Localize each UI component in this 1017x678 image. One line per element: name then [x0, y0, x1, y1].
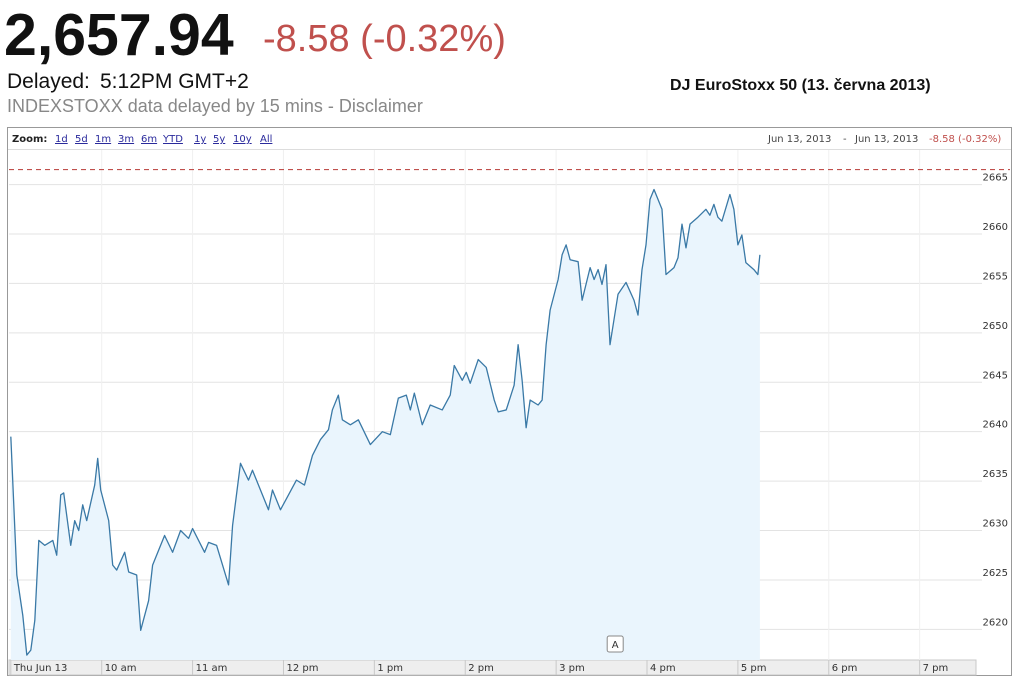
- zoom-option[interactable]: 5d: [75, 134, 88, 145]
- x-tick-label: 1 pm: [377, 663, 403, 674]
- zoom-option[interactable]: 1y: [194, 134, 206, 145]
- range-start: Jun 13, 2013: [767, 134, 831, 145]
- x-tick-label: 4 pm: [650, 663, 676, 674]
- zoom-option[interactable]: 5y: [213, 134, 225, 145]
- y-tick-label: 2655: [983, 271, 1008, 282]
- x-tick-label: Thu Jun 13: [13, 663, 68, 674]
- x-tick-label: 7 pm: [923, 663, 949, 674]
- zoom-option[interactable]: 1m: [95, 134, 111, 145]
- zoom-option[interactable]: 3m: [118, 134, 134, 145]
- zoom-label: Zoom:: [12, 134, 47, 145]
- delay-note: INDEXSTOXX data delayed by 15 mins - Dis…: [7, 96, 423, 116]
- price-line: [10, 188, 761, 656]
- range-separator: -: [843, 134, 847, 145]
- zoom-option[interactable]: 6m: [141, 134, 157, 145]
- x-tick-label: 3 pm: [559, 663, 585, 674]
- area-fill: [10, 189, 760, 660]
- x-tick-label: 2 pm: [468, 663, 494, 674]
- zoom-option[interactable]: 1d: [55, 134, 68, 145]
- annotation-label: A: [612, 640, 619, 651]
- chart-title: DJ EuroStoxx 50 (13. června 2013): [670, 77, 931, 94]
- quote-time: 5:12PM GMT+2: [100, 70, 249, 93]
- zoom-option[interactable]: YTD: [162, 134, 183, 145]
- y-tick-label: 2650: [983, 321, 1008, 332]
- price-change: -8.58 (-0.32%): [263, 18, 506, 60]
- price: 2,657.94: [4, 2, 234, 68]
- y-tick-label: 2645: [983, 370, 1008, 381]
- x-tick-label: 5 pm: [741, 663, 767, 674]
- range-change: -8.58 (-0.32%): [929, 134, 1001, 145]
- y-tick-label: 2630: [983, 519, 1008, 530]
- annotation-flag: [606, 635, 624, 653]
- range-end: Jun 13, 2013: [854, 134, 918, 145]
- x-tick-label: 12 pm: [286, 663, 318, 674]
- y-tick-label: 2635: [983, 469, 1008, 480]
- y-tick-label: 2640: [983, 420, 1008, 431]
- x-tick-label: 6 pm: [832, 663, 858, 674]
- x-tick-label: 10 am: [105, 663, 137, 674]
- y-tick-label: 2625: [983, 568, 1008, 579]
- y-tick-label: 2665: [983, 173, 1008, 184]
- zoom-option[interactable]: All: [260, 134, 272, 145]
- x-tick-label: 11 am: [196, 663, 228, 674]
- y-tick-label: 2660: [983, 222, 1008, 233]
- delayed-label: Delayed:: [7, 70, 90, 93]
- zoom-option[interactable]: 10y: [233, 134, 252, 145]
- y-tick-label: 2620: [983, 617, 1008, 628]
